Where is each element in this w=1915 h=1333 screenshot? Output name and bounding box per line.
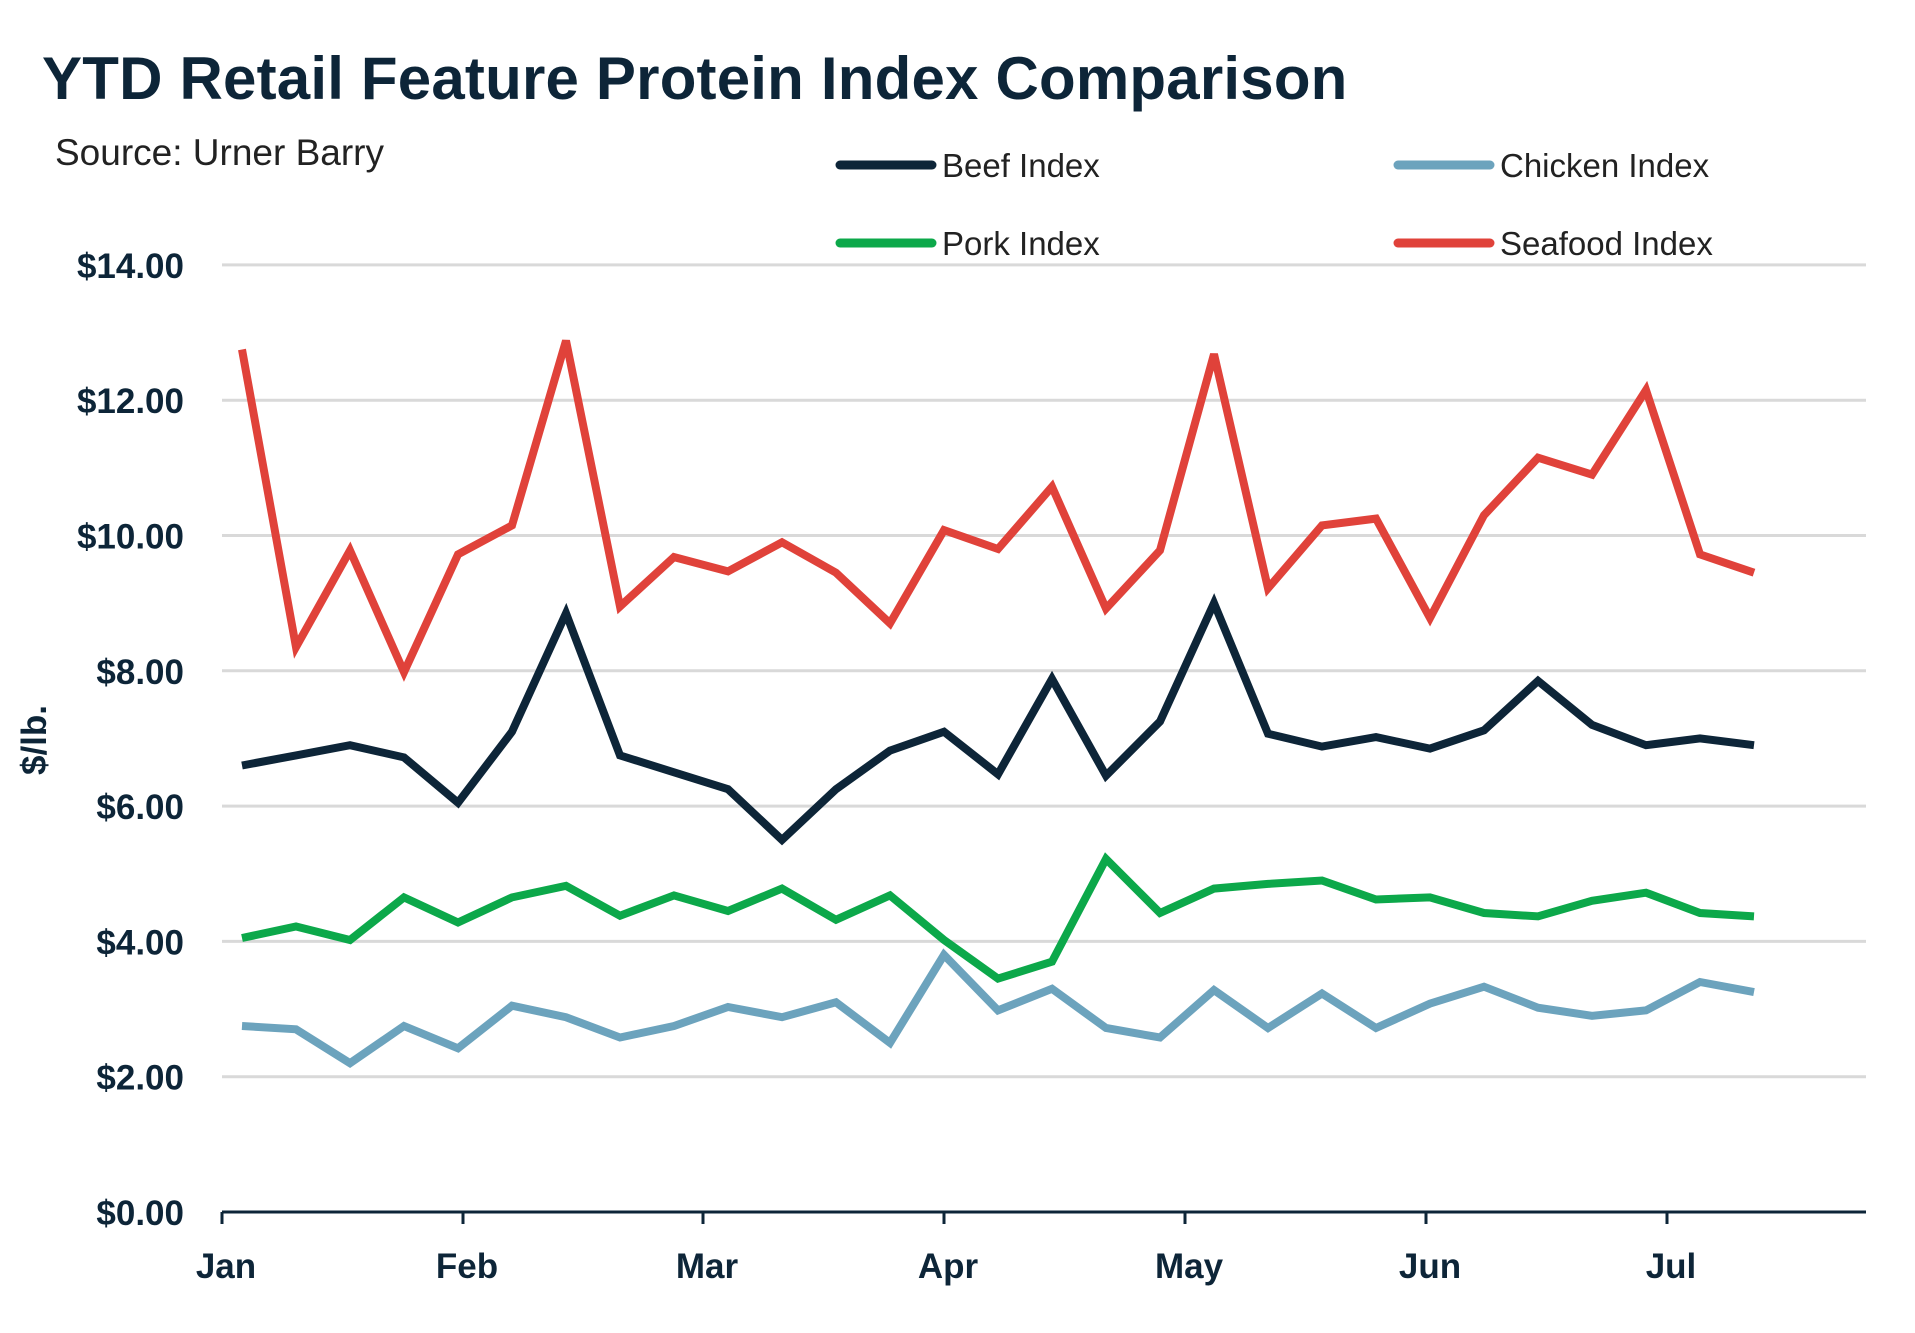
- series-line: [241, 593, 1755, 846]
- series-beef-index: [241, 593, 1755, 846]
- x-tick-label: Apr: [918, 1247, 979, 1286]
- x-tick-label: Feb: [436, 1247, 498, 1286]
- legend-label: Chicken Index: [1500, 147, 1710, 184]
- y-tick-label: $4.00: [96, 923, 184, 962]
- series-line: [241, 948, 1755, 1068]
- y-tick-label: $14.00: [77, 247, 184, 286]
- y-axis-ticks: $0.00 $2.00 $4.00 $6.00 $8.00 $10.00 $12.00 $14…: [77, 247, 184, 1233]
- legend-item: Pork Index: [835, 225, 1100, 262]
- x-axis-ticks: Jan Feb Mar Apr May Jun Jul: [196, 1212, 1696, 1286]
- y-tick-label: $8.00: [96, 653, 184, 692]
- series-seafood-index: [238, 339, 1756, 682]
- series-chicken-index: [241, 948, 1755, 1068]
- legend-label: Seafood Index: [1500, 225, 1713, 262]
- x-tick-label: Jan: [196, 1247, 256, 1286]
- y-tick-label: $0.00: [96, 1194, 184, 1233]
- legend-item: Chicken Index: [1393, 147, 1710, 184]
- y-tick-label: $6.00: [96, 788, 184, 827]
- series-pork-index: [241, 852, 1755, 984]
- series-line: [238, 339, 1756, 682]
- y-tick-label: $12.00: [77, 382, 184, 421]
- x-tick-label: Jul: [1646, 1247, 1697, 1286]
- x-tick-label: Jun: [1399, 1247, 1461, 1286]
- x-tick-label: May: [1155, 1247, 1224, 1286]
- legend-item: Seafood Index: [1393, 225, 1713, 262]
- y-tick-label: $10.00: [77, 518, 184, 557]
- y-axis-label: $/lb.: [15, 705, 54, 775]
- chart-title: YTD Retail Feature Protein Index Compari…: [42, 45, 1348, 112]
- legend: Beef Index Chicken Index Pork Index Seafood…: [835, 147, 1713, 262]
- legend-label: Pork Index: [942, 225, 1100, 262]
- x-tick-label: Mar: [676, 1247, 739, 1286]
- series-line: [241, 852, 1755, 984]
- grid-lines: [222, 263, 1866, 1079]
- series-lines: [238, 339, 1756, 1068]
- legend-item: Beef Index: [835, 147, 1100, 184]
- y-tick-label: $2.00: [96, 1059, 184, 1098]
- chart-source: Source: Urner Barry: [55, 132, 384, 173]
- legend-label: Beef Index: [942, 147, 1100, 184]
